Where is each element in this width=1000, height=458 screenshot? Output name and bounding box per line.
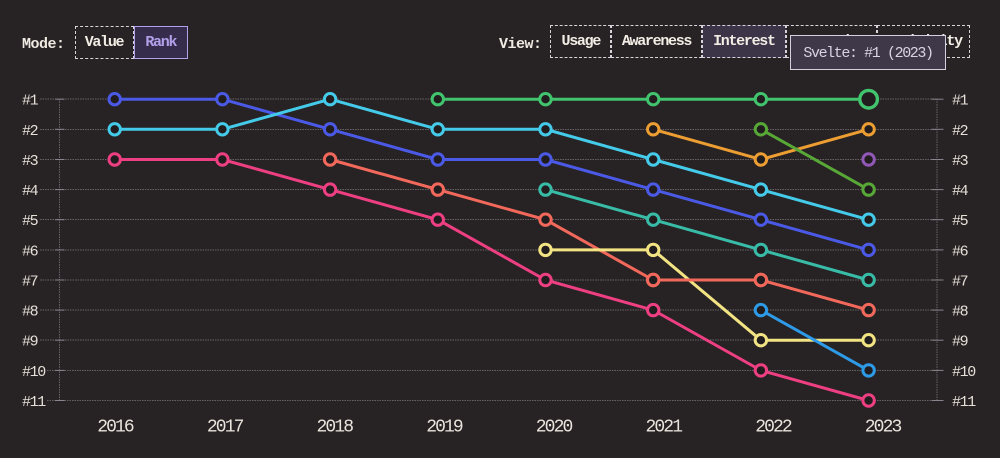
svg-text:#7: #7 <box>952 274 968 291</box>
svg-text:2018: 2018 <box>316 418 353 438</box>
svg-text:#3: #3 <box>952 153 969 170</box>
svg-text:#11: #11 <box>22 394 46 411</box>
svg-text:#1: #1 <box>22 93 39 110</box>
svg-text:2021: 2021 <box>645 418 682 438</box>
svg-text:2017: 2017 <box>207 418 244 438</box>
svg-text:#2: #2 <box>952 123 968 140</box>
svg-text:2020: 2020 <box>536 418 573 438</box>
svg-text:#9: #9 <box>22 334 38 351</box>
svg-text:#9: #9 <box>952 334 968 351</box>
svg-text:#6: #6 <box>22 243 39 260</box>
svg-text:#2: #2 <box>22 123 38 140</box>
svg-text:#4: #4 <box>22 183 39 200</box>
svg-text:#8: #8 <box>22 304 39 321</box>
svg-text:#1: #1 <box>952 93 969 110</box>
svg-text:#11: #11 <box>952 394 976 411</box>
svg-text:2023: 2023 <box>865 418 902 438</box>
svg-text:#10: #10 <box>952 364 976 381</box>
svg-text:2019: 2019 <box>426 418 463 438</box>
svg-text:#4: #4 <box>952 183 969 200</box>
svg-text:#5: #5 <box>22 213 39 230</box>
svg-text:2022: 2022 <box>755 418 792 438</box>
svg-text:2016: 2016 <box>97 418 134 438</box>
svg-text:#8: #8 <box>952 304 969 321</box>
svg-text:#3: #3 <box>22 153 39 170</box>
svg-text:#6: #6 <box>952 243 969 260</box>
svg-text:#5: #5 <box>952 213 969 230</box>
svg-text:#7: #7 <box>22 274 38 291</box>
svg-text:#10: #10 <box>22 364 46 381</box>
